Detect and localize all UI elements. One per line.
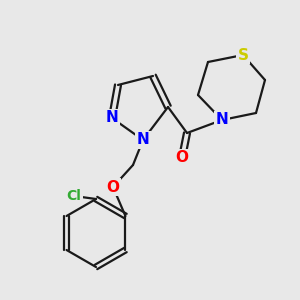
Text: S: S — [238, 47, 248, 62]
Text: N: N — [136, 133, 149, 148]
Text: N: N — [106, 110, 118, 125]
Text: O: O — [176, 151, 188, 166]
Text: N: N — [216, 112, 228, 128]
Text: O: O — [106, 179, 119, 194]
Text: Cl: Cl — [67, 189, 81, 203]
